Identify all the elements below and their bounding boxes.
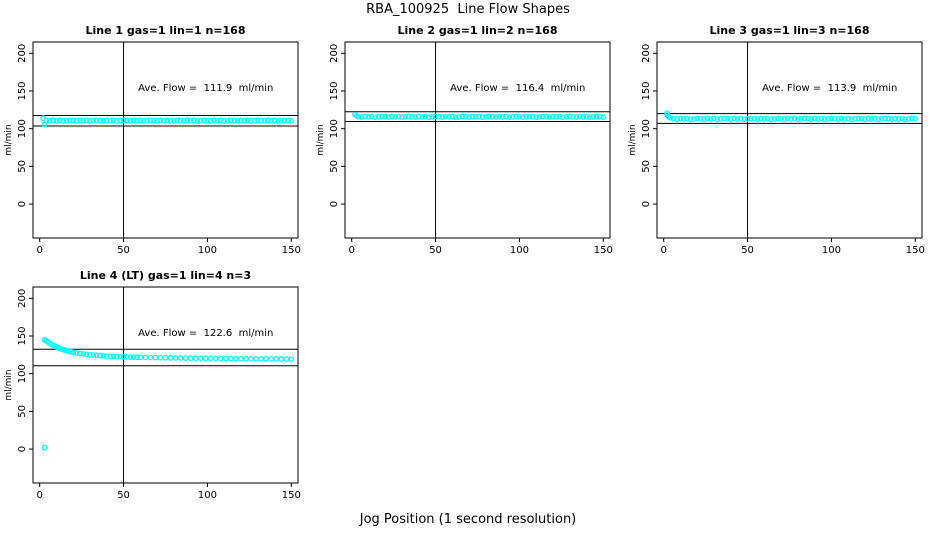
svg-text:150: 150: [594, 245, 613, 256]
svg-text:0: 0: [661, 245, 667, 256]
x-axis-label: Jog Position (1 second resolution): [359, 512, 577, 527]
panel-2-title: Line 2 gas=1 lin=2 n=168: [397, 24, 557, 37]
svg-text:50: 50: [741, 245, 754, 256]
svg-text:150: 150: [17, 326, 28, 345]
svg-text:50: 50: [117, 490, 130, 501]
svg-text:0: 0: [641, 201, 652, 207]
panel-1-reference-lines: [33, 42, 298, 238]
svg-text:200: 200: [329, 44, 340, 63]
panel-4-frame: [32, 286, 299, 484]
panel-1-y-axis-title: ml/min: [4, 124, 14, 155]
svg-text:200: 200: [641, 44, 652, 63]
panel-4-y-axis: 0 50 100 150 200 ml/min: [4, 289, 33, 452]
panel-4-reference-lines: [33, 287, 298, 483]
svg-text:0: 0: [17, 201, 28, 207]
panel-3-x-axis: 0 50 100 150: [661, 238, 925, 256]
svg-text:0: 0: [37, 245, 43, 256]
svg-text:150: 150: [329, 81, 340, 100]
panel-2-y-axis-title: ml/min: [316, 124, 326, 155]
panel-4-x-axis: 0 50 100 150: [37, 483, 301, 501]
panel-3-frame: [656, 41, 923, 239]
svg-text:50: 50: [329, 160, 340, 173]
svg-text:100: 100: [198, 490, 217, 501]
panel-2-reference-lines: [345, 42, 610, 238]
panel-1-ave-flow-annotation: Ave. Flow = 111.9 ml/min: [138, 83, 273, 94]
svg-text:50: 50: [17, 405, 28, 418]
svg-text:200: 200: [17, 44, 28, 63]
svg-text:100: 100: [822, 245, 841, 256]
panel-4-points: [41, 336, 295, 451]
panel-2-y-axis: 0 50 100 150 200 ml/min: [316, 44, 345, 207]
panel-2: 0 50 100 150 0 50 100 150 200 ml/min Line 2 gas=1 …: [316, 24, 613, 256]
svg-text:0: 0: [329, 201, 340, 207]
svg-text:200: 200: [17, 289, 28, 308]
panel-2-points: [352, 111, 607, 121]
panel-1-frame: [32, 41, 299, 239]
svg-text:50: 50: [17, 160, 28, 173]
svg-text:0: 0: [349, 245, 355, 256]
panel-3: 0 50 100 150 0 50 100 150 200 ml/min Line 3 gas=1 …: [628, 24, 925, 256]
plot-main-title: RBA_100925 Line Flow Shapes: [366, 2, 570, 17]
panel-2-x-axis: 0 50 100 150: [349, 238, 613, 256]
svg-text:50: 50: [429, 245, 442, 256]
panel-4-y-axis-title: ml/min: [4, 369, 14, 400]
svg-text:50: 50: [641, 160, 652, 173]
panel-2-frame: [344, 41, 611, 239]
svg-text:100: 100: [329, 119, 340, 138]
svg-text:150: 150: [282, 245, 301, 256]
svg-text:50: 50: [117, 245, 130, 256]
panel-1-x-axis: 0 50 100 150: [37, 238, 301, 256]
panel-4-title: Line 4 (LT) gas=1 lin=4 n=3: [80, 269, 251, 282]
svg-text:150: 150: [641, 81, 652, 100]
svg-text:100: 100: [17, 364, 28, 383]
svg-text:150: 150: [282, 490, 301, 501]
panel-3-ave-flow-annotation: Ave. Flow = 113.9 ml/min: [762, 83, 897, 94]
panel-1-points: [40, 115, 295, 128]
svg-text:100: 100: [641, 119, 652, 138]
panel-4-ave-flow-annotation: Ave. Flow = 122.6 ml/min: [138, 328, 273, 339]
svg-text:100: 100: [198, 245, 217, 256]
svg-text:150: 150: [17, 81, 28, 100]
svg-text:0: 0: [37, 490, 43, 501]
panel-3-y-axis: 0 50 100 150 200 ml/min: [628, 44, 657, 207]
panel-3-reference-lines: [657, 42, 922, 238]
svg-text:0: 0: [17, 446, 28, 452]
panel-1: 0 50 100 150 0 50 100 150 200 ml/min Line 1 gas=1 …: [4, 24, 301, 256]
panel-4: 0 50 100 150 0 50 100 150 200 ml/min Line 4 (LT) g…: [4, 269, 301, 501]
panel-1-y-axis: 0 50 100 150 200 ml/min: [4, 44, 33, 207]
panel-3-title: Line 3 gas=1 lin=3 n=168: [709, 24, 869, 37]
panel-3-y-axis-title: ml/min: [628, 124, 638, 155]
svg-text:100: 100: [510, 245, 529, 256]
panel-3-points: [664, 110, 919, 123]
svg-text:100: 100: [17, 119, 28, 138]
panel-2-ave-flow-annotation: Ave. Flow = 116.4 ml/min: [450, 83, 585, 94]
svg-text:150: 150: [906, 245, 925, 256]
panel-1-title: Line 1 gas=1 lin=1 n=168: [85, 24, 245, 37]
